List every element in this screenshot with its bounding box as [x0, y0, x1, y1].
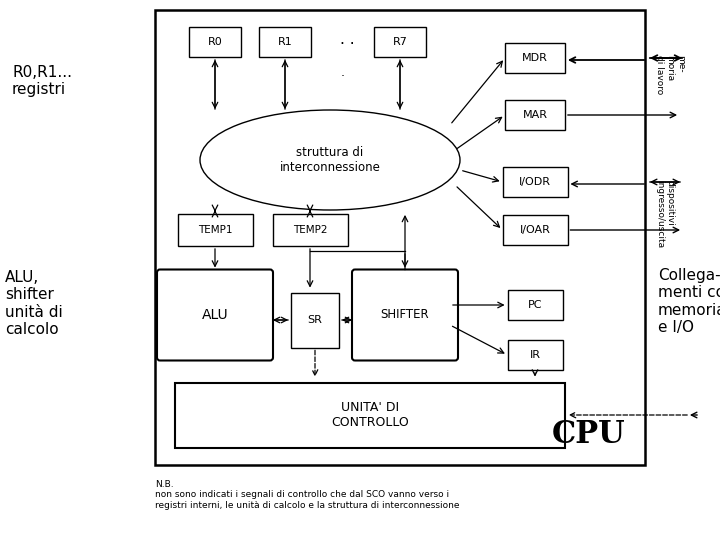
Text: I/ODR: I/ODR — [519, 177, 551, 187]
Bar — [505, 100, 565, 130]
Text: SHIFTER: SHIFTER — [381, 308, 429, 321]
Bar — [503, 215, 567, 245]
Text: ALU,
shifter
unità di
calcolo: ALU, shifter unità di calcolo — [5, 270, 63, 337]
Text: SR: SR — [307, 315, 323, 325]
Text: TEMP2: TEMP2 — [293, 225, 328, 235]
Text: ALU: ALU — [202, 308, 228, 322]
Text: dispositivi
ingresso/uscita: dispositivi ingresso/uscita — [655, 180, 675, 248]
Bar — [178, 214, 253, 246]
FancyBboxPatch shape — [352, 269, 458, 361]
Text: R0,R1...
registri: R0,R1... registri — [12, 65, 72, 97]
Bar — [503, 167, 567, 197]
FancyBboxPatch shape — [157, 269, 273, 361]
Text: struttura di
interconnessione: struttura di interconnessione — [279, 146, 380, 174]
Text: I/OAR: I/OAR — [520, 225, 550, 235]
Bar — [189, 27, 241, 57]
Text: Collega-
menti con
memoria
e I/O: Collega- menti con memoria e I/O — [658, 268, 720, 335]
Bar — [291, 293, 339, 348]
Bar — [505, 43, 565, 73]
Bar — [272, 214, 348, 246]
Text: R1: R1 — [278, 37, 292, 47]
Bar — [175, 382, 565, 448]
Bar — [259, 27, 311, 57]
Text: . .: . . — [340, 32, 354, 48]
Text: R7: R7 — [392, 37, 408, 47]
Bar — [155, 10, 645, 465]
Text: UNITA' DI
CONTROLLO: UNITA' DI CONTROLLO — [331, 401, 409, 429]
Text: IR: IR — [529, 350, 541, 360]
Text: PC: PC — [528, 300, 542, 310]
Text: MAR: MAR — [523, 110, 547, 120]
Text: me-
moria
di lavoro: me- moria di lavoro — [655, 55, 685, 94]
Bar — [374, 27, 426, 57]
Text: .: . — [341, 65, 345, 78]
Text: TEMP1: TEMP1 — [198, 225, 233, 235]
Text: N.B.
non sono indicati i segnali di controllo che dal SCO vanno verso i
registri: N.B. non sono indicati i segnali di cont… — [155, 480, 459, 510]
Bar — [508, 290, 562, 320]
Text: CPU: CPU — [552, 419, 625, 450]
Ellipse shape — [200, 110, 460, 210]
Text: R0: R0 — [207, 37, 222, 47]
Text: MDR: MDR — [522, 53, 548, 63]
Bar — [508, 340, 562, 370]
